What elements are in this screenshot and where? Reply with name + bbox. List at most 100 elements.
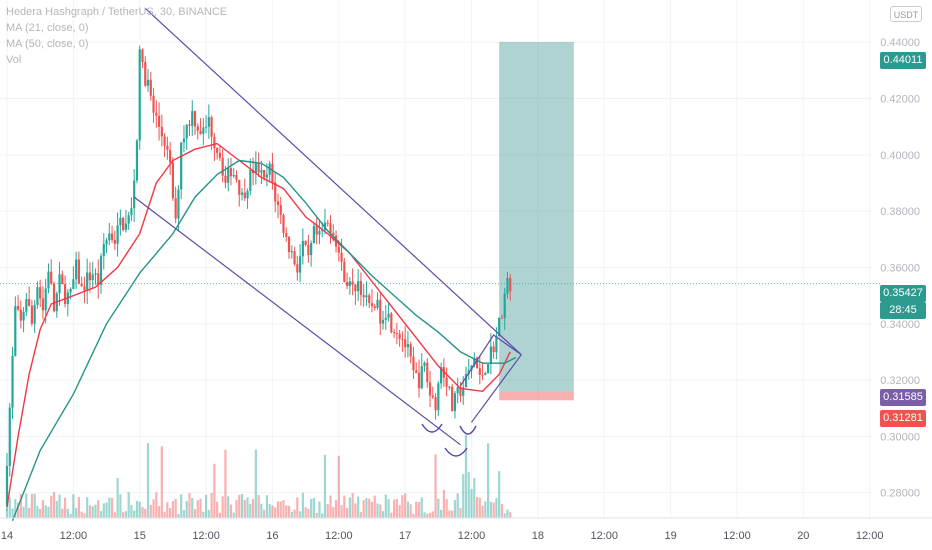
volume-bar [99,511,103,518]
currency-button[interactable]: USDT [890,6,922,22]
candle-body [127,215,130,224]
candle-body [487,363,490,374]
candles [5,45,512,511]
ma50-line [11,159,517,522]
cup-right-arc [459,425,477,435]
volume-bar [440,509,443,518]
volume-bar [63,497,67,518]
candle-body [384,317,387,320]
candle-body [152,95,155,113]
volume-bars [5,434,512,518]
volume-bar [282,500,285,518]
candle-body [246,190,249,199]
volume-bar [298,511,302,518]
candle-body [276,201,280,205]
volume-bar [478,497,481,518]
volume-bar [470,488,473,518]
volume-bar [337,455,340,518]
candle-body [456,387,459,394]
volume-bar [47,506,50,518]
volume-bar [368,498,371,518]
candle-body [451,386,454,412]
candle-body [498,317,501,337]
time-tick-label: 12:00 [325,530,353,542]
candle-body [19,309,22,321]
volume-bar [412,513,415,518]
candle-body [298,256,302,273]
time-tick-label: 12:00 [458,530,486,542]
volume-bar [379,504,382,518]
volume-bar [174,498,177,518]
candle-body [249,169,252,191]
volume-bar [343,495,346,518]
volume-bar [354,503,357,518]
candle-body [304,240,307,246]
candle-body [434,397,437,411]
candle-body [415,370,418,373]
candle-body [207,117,210,127]
candle-body [196,126,199,131]
candle-body [368,295,371,304]
volume-bar [323,454,327,518]
price-tick-label: 0.30000 [880,431,920,443]
chart-grid [0,0,872,518]
candle-body [50,271,53,284]
candle-body [462,387,465,396]
volume-bar [453,500,457,518]
volume-bar [210,492,213,518]
candle-body [343,261,346,283]
candle-body [318,231,321,235]
candle-body [213,136,216,148]
volume-bar [182,510,186,518]
candle-body [210,117,213,137]
candle-body [130,208,133,216]
cup-left-arc [421,423,443,433]
candle-body [169,149,172,163]
volume-bar [246,497,249,518]
candle-body [174,198,177,219]
volume-bar [257,494,260,518]
candle-body [373,306,376,308]
volume-bar [193,509,197,518]
candle-body [271,163,274,183]
volume-bar [191,497,194,518]
volume-bar [370,501,374,518]
volume-bar [155,492,158,518]
volume-bar [498,471,501,518]
volume-bar [437,498,440,518]
candle-body [406,344,410,348]
volume-bar [304,507,307,518]
candle-body [500,317,504,319]
candle-body [52,283,56,312]
candle-body [157,115,161,127]
volume-bar [445,499,448,518]
candle-body [191,111,194,126]
candle-body [39,287,42,299]
volume-bar [41,500,45,518]
candle-body [265,174,269,178]
candle-body [193,111,197,127]
volume-bar [69,513,72,518]
volume-bar [307,508,310,518]
candle-body [354,284,357,292]
candle-body [440,367,443,384]
volume-bar [166,502,169,518]
volume-bar [11,508,14,518]
time-tick-label: 20 [797,530,809,542]
time-axis: 14 12:00 15 12:00 16 12:00 17 12:00 18 12:00 19 12:… [0,517,932,542]
volume-bar [503,513,506,518]
candle-body [365,295,368,298]
candle-body [202,127,205,134]
volume-bar [80,511,83,518]
volume-bar [185,500,188,518]
candle-body [22,311,25,321]
target-price-badge: 0.44011 [880,52,926,69]
candle-body [47,271,50,289]
volume-bar [19,493,22,518]
volume-bar [213,463,216,518]
channel-lower-line [133,196,461,446]
candle-body [329,223,332,233]
candle-body [426,362,429,383]
candle-body [30,305,33,324]
